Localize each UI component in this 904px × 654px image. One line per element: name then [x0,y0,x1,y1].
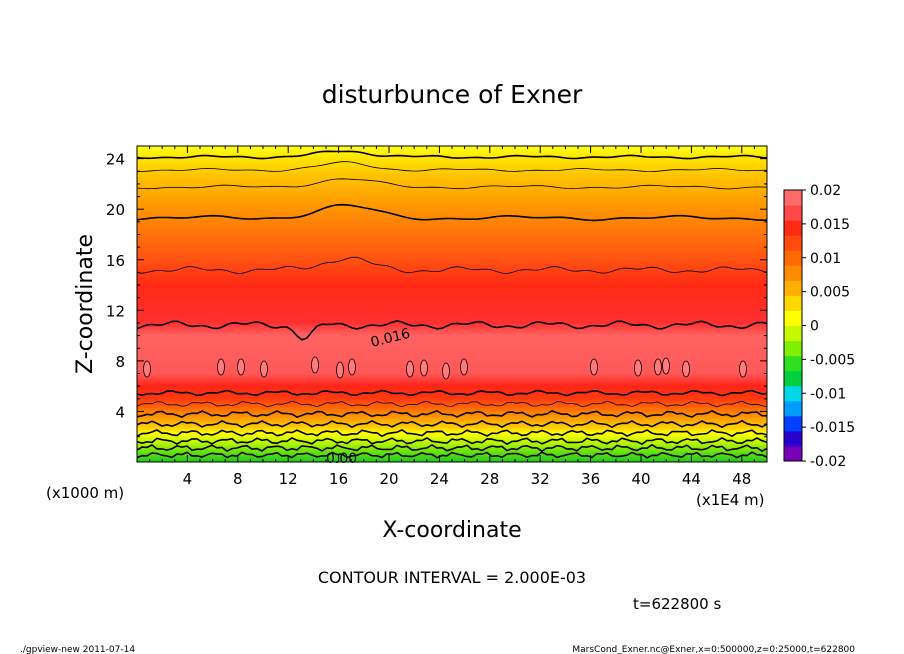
colorbar-segment [784,445,802,462]
y-tick-label: 4 [115,403,125,421]
closed-contour [217,358,225,376]
contour-line [137,203,767,222]
contour-line [137,443,767,453]
contour-line [137,178,767,190]
closed-contour [590,358,598,376]
field-background [137,146,767,462]
colorbar-segment [784,340,802,357]
x-tick-label: 28 [480,470,499,488]
contour-label-000: 0.00 [326,451,357,467]
closed-contour [442,362,450,380]
x-tick-label: 12 [279,470,298,488]
colorbar-segment [784,220,802,236]
x-axis: 4 8 12 16 20 24 28 32 36 40 44 48 [149,146,755,488]
x-tick-label: 32 [531,470,550,488]
colorbar-tick-label: -0.01 [810,386,846,402]
closed-contour [420,359,428,377]
colorbar-segment [784,415,802,432]
x-tick-label: 36 [581,470,600,488]
x-tick-label: 24 [430,470,449,488]
contour-line [137,320,767,341]
closed-contour [336,361,344,379]
contour-lines [137,150,767,459]
x-axis-label: X-coordinate [382,518,521,543]
colorbar-segment [784,205,802,221]
contour-line [137,436,767,446]
contour-line [137,400,767,408]
colorbar-segment [784,430,802,447]
y-tick-label: 8 [115,353,125,371]
closed-contour [406,360,414,378]
colorbar-tick-label: 0 [810,319,819,335]
colorbar-segment [784,400,802,417]
plot-area [137,146,767,462]
closed-contour [682,360,690,378]
colorbar [783,189,803,462]
closed-contour [662,357,670,375]
x-unit-right: (x1E4 m) [696,491,765,509]
x-tick-label: 48 [732,470,751,488]
contour-line [137,428,767,438]
closed-contour [634,359,642,377]
x-unit-left: (x1000 m) [46,484,124,502]
colorbar-tick-label: -0.02 [810,454,846,470]
colorbar-segment [784,385,802,402]
colorbar-tick-label: 0.015 [810,217,850,233]
contour-line [137,410,767,418]
closed-contour [311,356,319,374]
colorbar-segment [784,310,802,326]
y-tick-label: 20 [106,201,125,219]
colorbar-segment [784,355,802,372]
colorbar-segment [784,325,802,342]
closed-contour [348,358,356,376]
colorbar-segment [784,235,802,251]
y-axis: 4 8 12 16 20 24 [106,151,767,450]
contour-line [137,161,767,173]
contour-interval-note: CONTOUR INTERVAL = 2.000E-03 [318,568,586,587]
contour-line [137,419,767,429]
colorbar-tick-label: 0.02 [810,183,841,199]
colorbar-segment [784,370,802,387]
contour-line [137,150,767,160]
y-axis-label: Z-coordinate [73,234,98,374]
colorbar-tick-label: 0.005 [810,285,850,301]
x-tick-label: 20 [379,470,398,488]
colorbar-segment [784,265,802,281]
y-tick-label: 24 [106,151,125,169]
contour-line [137,451,767,459]
footer-right: MarsCond_Exner.nc@Exner,x=0:500000,z=0:2… [572,645,855,654]
y-tick-label: 12 [106,302,125,320]
footer-left: ./gpview-new 2011-07-14 [20,645,135,654]
closed-contour [143,360,151,378]
closed-contour [654,358,662,376]
time-label: t=622800 s [633,595,721,613]
x-tick-label: 4 [183,470,193,488]
closed-contour [460,358,468,376]
contour-line [137,389,767,397]
x-tick-label: 16 [329,470,348,488]
colorbar-tick-label: -0.005 [810,352,855,368]
closed-contour [739,360,747,378]
colorbar-ticks: 0.02 0.015 0.01 0.005 0 -0.005 -0.01 -0.015 -0.0… [802,183,855,470]
colorbar-segment [784,295,802,311]
colorbar-segment [784,190,802,206]
closed-contour [260,360,268,378]
contour-line [137,256,767,274]
colorbar-segment [784,250,802,266]
x-tick-label: 40 [631,470,650,488]
closed-contour [237,358,245,376]
colorbar-segment [784,280,802,296]
chart-title: disturbunce of Exner [322,80,583,109]
colorbar-tick-label: -0.015 [810,420,855,436]
x-tick-label: 8 [233,470,243,488]
anomaly-blobs [143,356,747,380]
colorbar-tick-label: 0.01 [810,251,841,267]
x-tick-label: 44 [682,470,701,488]
y-tick-label: 16 [106,252,125,270]
